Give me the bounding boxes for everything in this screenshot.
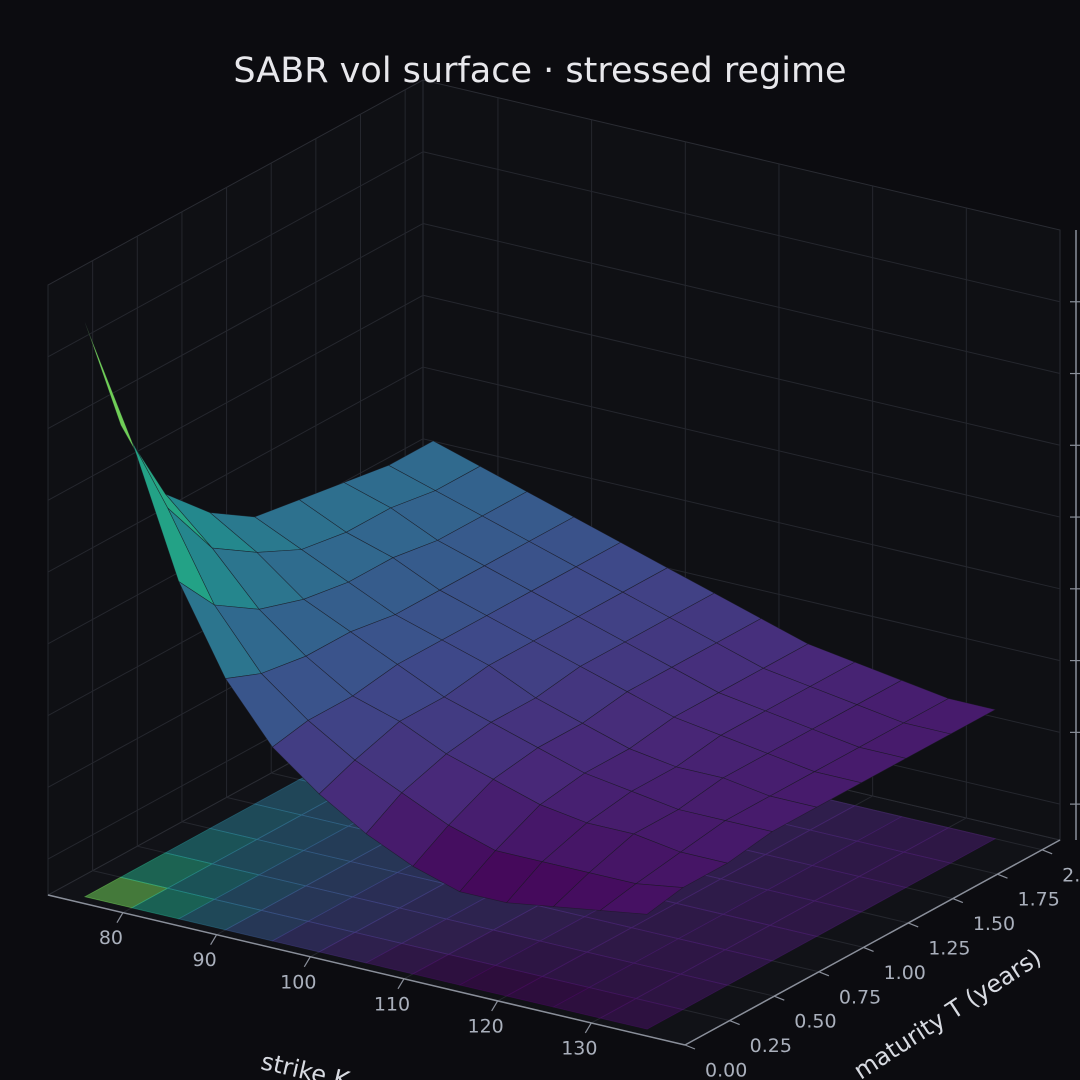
y-tick-label: 1.50 bbox=[973, 913, 1015, 935]
x-axis-line bbox=[47, 894, 686, 1046]
x-tick-label: 80 bbox=[99, 927, 123, 949]
x-tick bbox=[210, 934, 218, 946]
x-tick-label: 120 bbox=[468, 1015, 504, 1037]
y-tick bbox=[1041, 849, 1053, 855]
y-tick-label: 1.00 bbox=[884, 962, 926, 984]
y-tick-label: 0.25 bbox=[750, 1035, 792, 1057]
x-tick-label: 100 bbox=[280, 971, 316, 993]
floor-contour-cell bbox=[902, 827, 997, 864]
grid-line bbox=[422, 223, 1061, 375]
y-tick bbox=[997, 873, 1008, 879]
y-tick bbox=[818, 971, 830, 977]
grid-line bbox=[422, 151, 1061, 303]
grid-line bbox=[422, 294, 1061, 446]
y-tick bbox=[684, 1044, 696, 1050]
y-tick-label: 1.25 bbox=[928, 937, 970, 959]
y-tick bbox=[907, 922, 919, 928]
grid-line bbox=[422, 366, 1061, 518]
chart-title: SABR vol surface · stressed regime bbox=[233, 51, 846, 91]
grid-line bbox=[422, 438, 1061, 590]
y-tick bbox=[952, 898, 964, 904]
y-tick bbox=[729, 1020, 740, 1026]
y-tick bbox=[863, 946, 874, 952]
x-tick bbox=[584, 1022, 592, 1034]
surface-cell bbox=[599, 883, 684, 915]
y-tick-label: 1.75 bbox=[1018, 889, 1060, 911]
x-tick bbox=[397, 978, 405, 990]
x-tick-label: 130 bbox=[561, 1037, 597, 1059]
y-tick-label: 2.00 bbox=[1062, 864, 1080, 886]
x-tick-label: 90 bbox=[193, 949, 217, 971]
surface bbox=[84, 322, 996, 915]
y-tick-label: 0.00 bbox=[705, 1060, 747, 1080]
x-tick bbox=[491, 1000, 499, 1012]
y-tick-label: 0.75 bbox=[839, 986, 881, 1008]
x-tick-label: 110 bbox=[374, 993, 410, 1015]
y-tick bbox=[774, 995, 785, 1001]
x-tick bbox=[303, 956, 311, 968]
x-tick bbox=[116, 912, 124, 923]
y-tick-label: 0.50 bbox=[794, 1011, 836, 1033]
